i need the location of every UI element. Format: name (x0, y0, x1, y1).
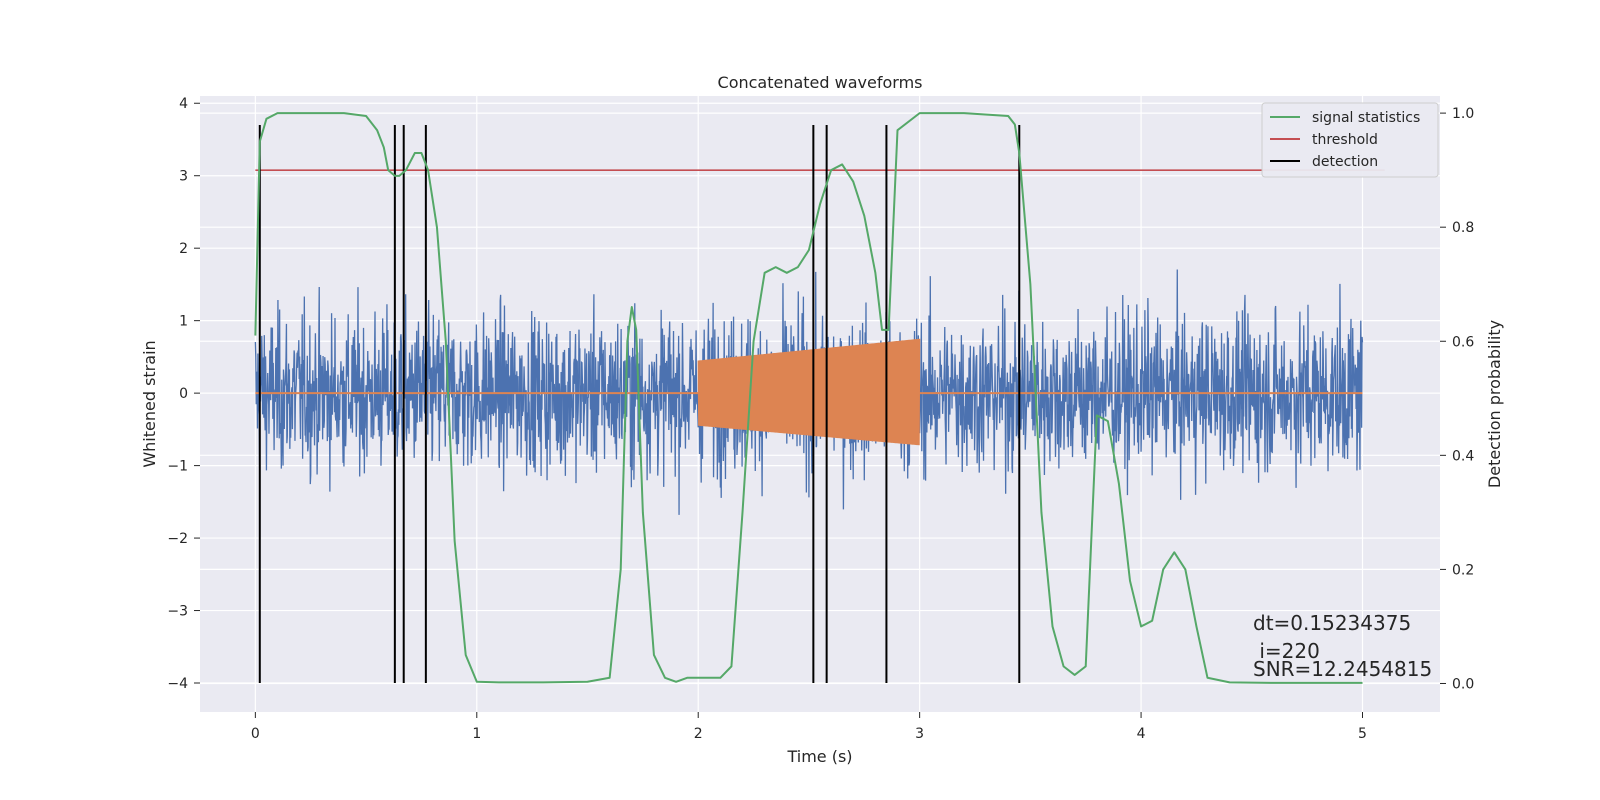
template-series (255, 338, 1363, 446)
x-axis-label: Time (s) (786, 747, 852, 766)
y-tick-label: 2 (179, 241, 188, 257)
left-axis: −4 −3 −2 −1 0 1 2 3 4 (167, 96, 200, 692)
y2-tick-label: 1.0 (1452, 106, 1474, 122)
annotation-dt: dt=0.15234375 (1253, 611, 1411, 635)
legend-label-detection: detection (1312, 154, 1378, 170)
signal-statistics-line (254, 112, 1363, 684)
chart-title: Concatenated waveforms (718, 73, 923, 92)
x-axis: 0 1 2 3 4 5 (251, 712, 1367, 742)
y-tick-label: −3 (167, 604, 188, 620)
legend-label-signal: signal statistics (1312, 110, 1420, 126)
strain-series (254, 269, 1364, 515)
strain-line (254, 269, 1364, 515)
annotations: dt=0.15234375 i=220 SNR=12.2454815 (1253, 611, 1432, 681)
y2-axis-label: Detection probability (1485, 320, 1504, 488)
x-tick-label: 5 (1358, 726, 1367, 742)
x-tick-label: 1 (472, 726, 481, 742)
x-tick-label: 2 (694, 726, 703, 742)
detection-series (258, 124, 1021, 684)
y-tick-label: 1 (179, 314, 188, 330)
annotation-snr: SNR=12.2454815 (1253, 657, 1432, 681)
legend-box (1261, 102, 1439, 178)
x-tick-label: 3 (915, 726, 924, 742)
y-axis-label: Whitened strain (140, 340, 159, 467)
y2-tick-label: 0.0 (1452, 676, 1474, 692)
y2-tick-label: 0.4 (1452, 448, 1474, 464)
legend: signal statistics threshold detection (1261, 102, 1439, 178)
y-tick-label: 0 (179, 386, 188, 402)
x-tick-label: 4 (1137, 726, 1146, 742)
annotation-i: i=220 (1253, 639, 1320, 663)
x-tick-label: 0 (251, 726, 260, 742)
template-chirp (697, 338, 921, 446)
right-axis: 0.0 0.2 0.4 0.6 0.8 1.0 (1440, 106, 1474, 692)
y-tick-label: −1 (167, 459, 188, 475)
signal-statistics-series (254, 112, 1363, 684)
y-tick-label: 4 (179, 96, 188, 112)
y2-tick-label: 0.2 (1452, 562, 1474, 578)
legend-label-threshold: threshold (1312, 132, 1378, 148)
y-tick-label: −4 (167, 676, 188, 692)
y2-tick-label: 0.6 (1452, 334, 1474, 350)
y2-tick-label: 0.8 (1452, 220, 1474, 236)
y-tick-label: −2 (167, 531, 188, 547)
y-tick-label: 3 (179, 169, 188, 185)
